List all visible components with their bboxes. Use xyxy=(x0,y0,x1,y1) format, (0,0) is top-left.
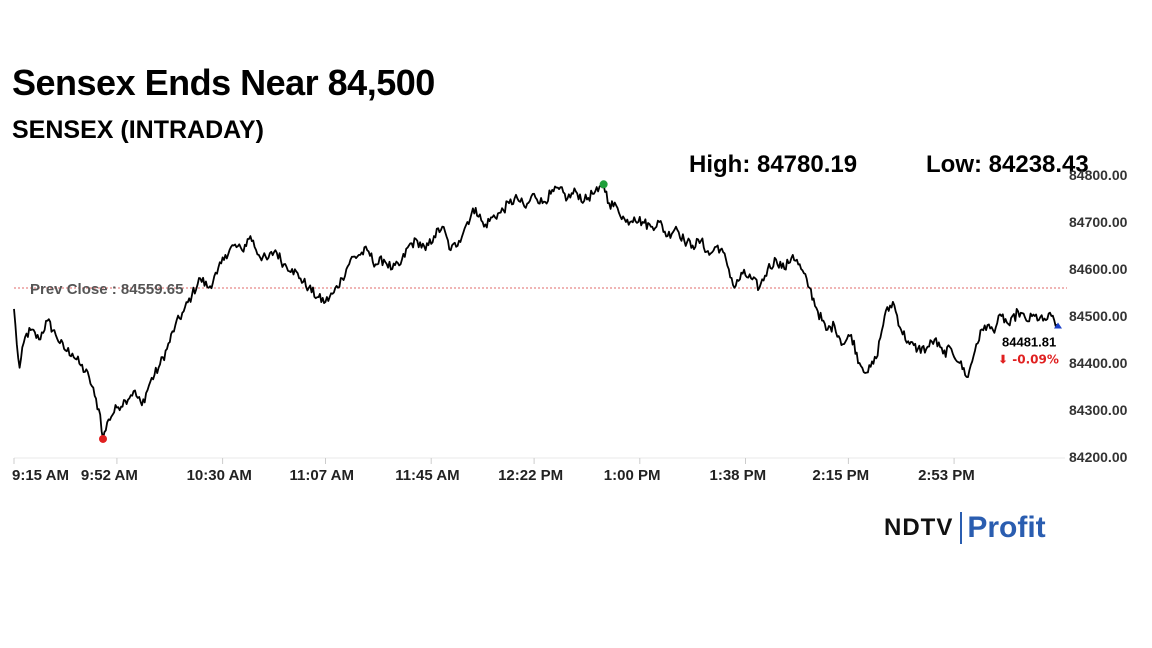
brand-profit: Profit xyxy=(967,511,1046,544)
y-tick-label: 84200.00 xyxy=(1069,449,1128,465)
change-percent-label: ⬇ -0.09% xyxy=(998,353,1059,367)
x-tick-label: 12:22 PM xyxy=(498,467,563,484)
high-marker xyxy=(599,180,608,189)
y-tick-label: 84400.00 xyxy=(1069,355,1128,371)
sensex-price-line xyxy=(13,183,1058,440)
prev-close-label: Prev Close : 84559.65 xyxy=(30,281,183,298)
y-tick-label: 84800.00 xyxy=(1069,167,1128,183)
high-stat: High: 84780.19 xyxy=(689,151,858,178)
page-title: Sensex Ends Near 84,500 xyxy=(12,62,435,103)
x-tick-label: 2:53 PM xyxy=(918,467,975,484)
chart-subtitle: SENSEX (INTRADAY) xyxy=(12,116,264,144)
y-tick-label: 84300.00 xyxy=(1069,402,1128,418)
x-tick-label: 1:38 PM xyxy=(709,467,766,484)
x-tick-label: 11:07 AM xyxy=(290,467,354,484)
y-tick-label: 84700.00 xyxy=(1069,214,1128,230)
x-tick-label: 1:00 PM xyxy=(604,467,661,484)
low-marker xyxy=(99,434,108,443)
x-tick-label: 9:15 AM xyxy=(12,467,69,484)
x-tick-label: 11:45 AM xyxy=(395,467,459,484)
last-value-marker xyxy=(1054,322,1062,329)
low-stat: Low: 84238.43 xyxy=(926,151,1089,178)
ndtv-profit-logo: NDTV Profit xyxy=(884,510,1046,546)
brand-ndtv: NDTV xyxy=(884,514,954,541)
brand-separator xyxy=(960,512,963,544)
y-tick-label: 84500.00 xyxy=(1069,308,1128,324)
x-tick-label: 2:15 PM xyxy=(812,467,869,484)
x-tick-label: 9:52 AM xyxy=(81,467,138,484)
x-tick-label: 10:30 AM xyxy=(187,467,252,484)
last-value-label: 84481.81 xyxy=(1002,335,1056,350)
y-tick-label: 84600.00 xyxy=(1069,261,1128,277)
